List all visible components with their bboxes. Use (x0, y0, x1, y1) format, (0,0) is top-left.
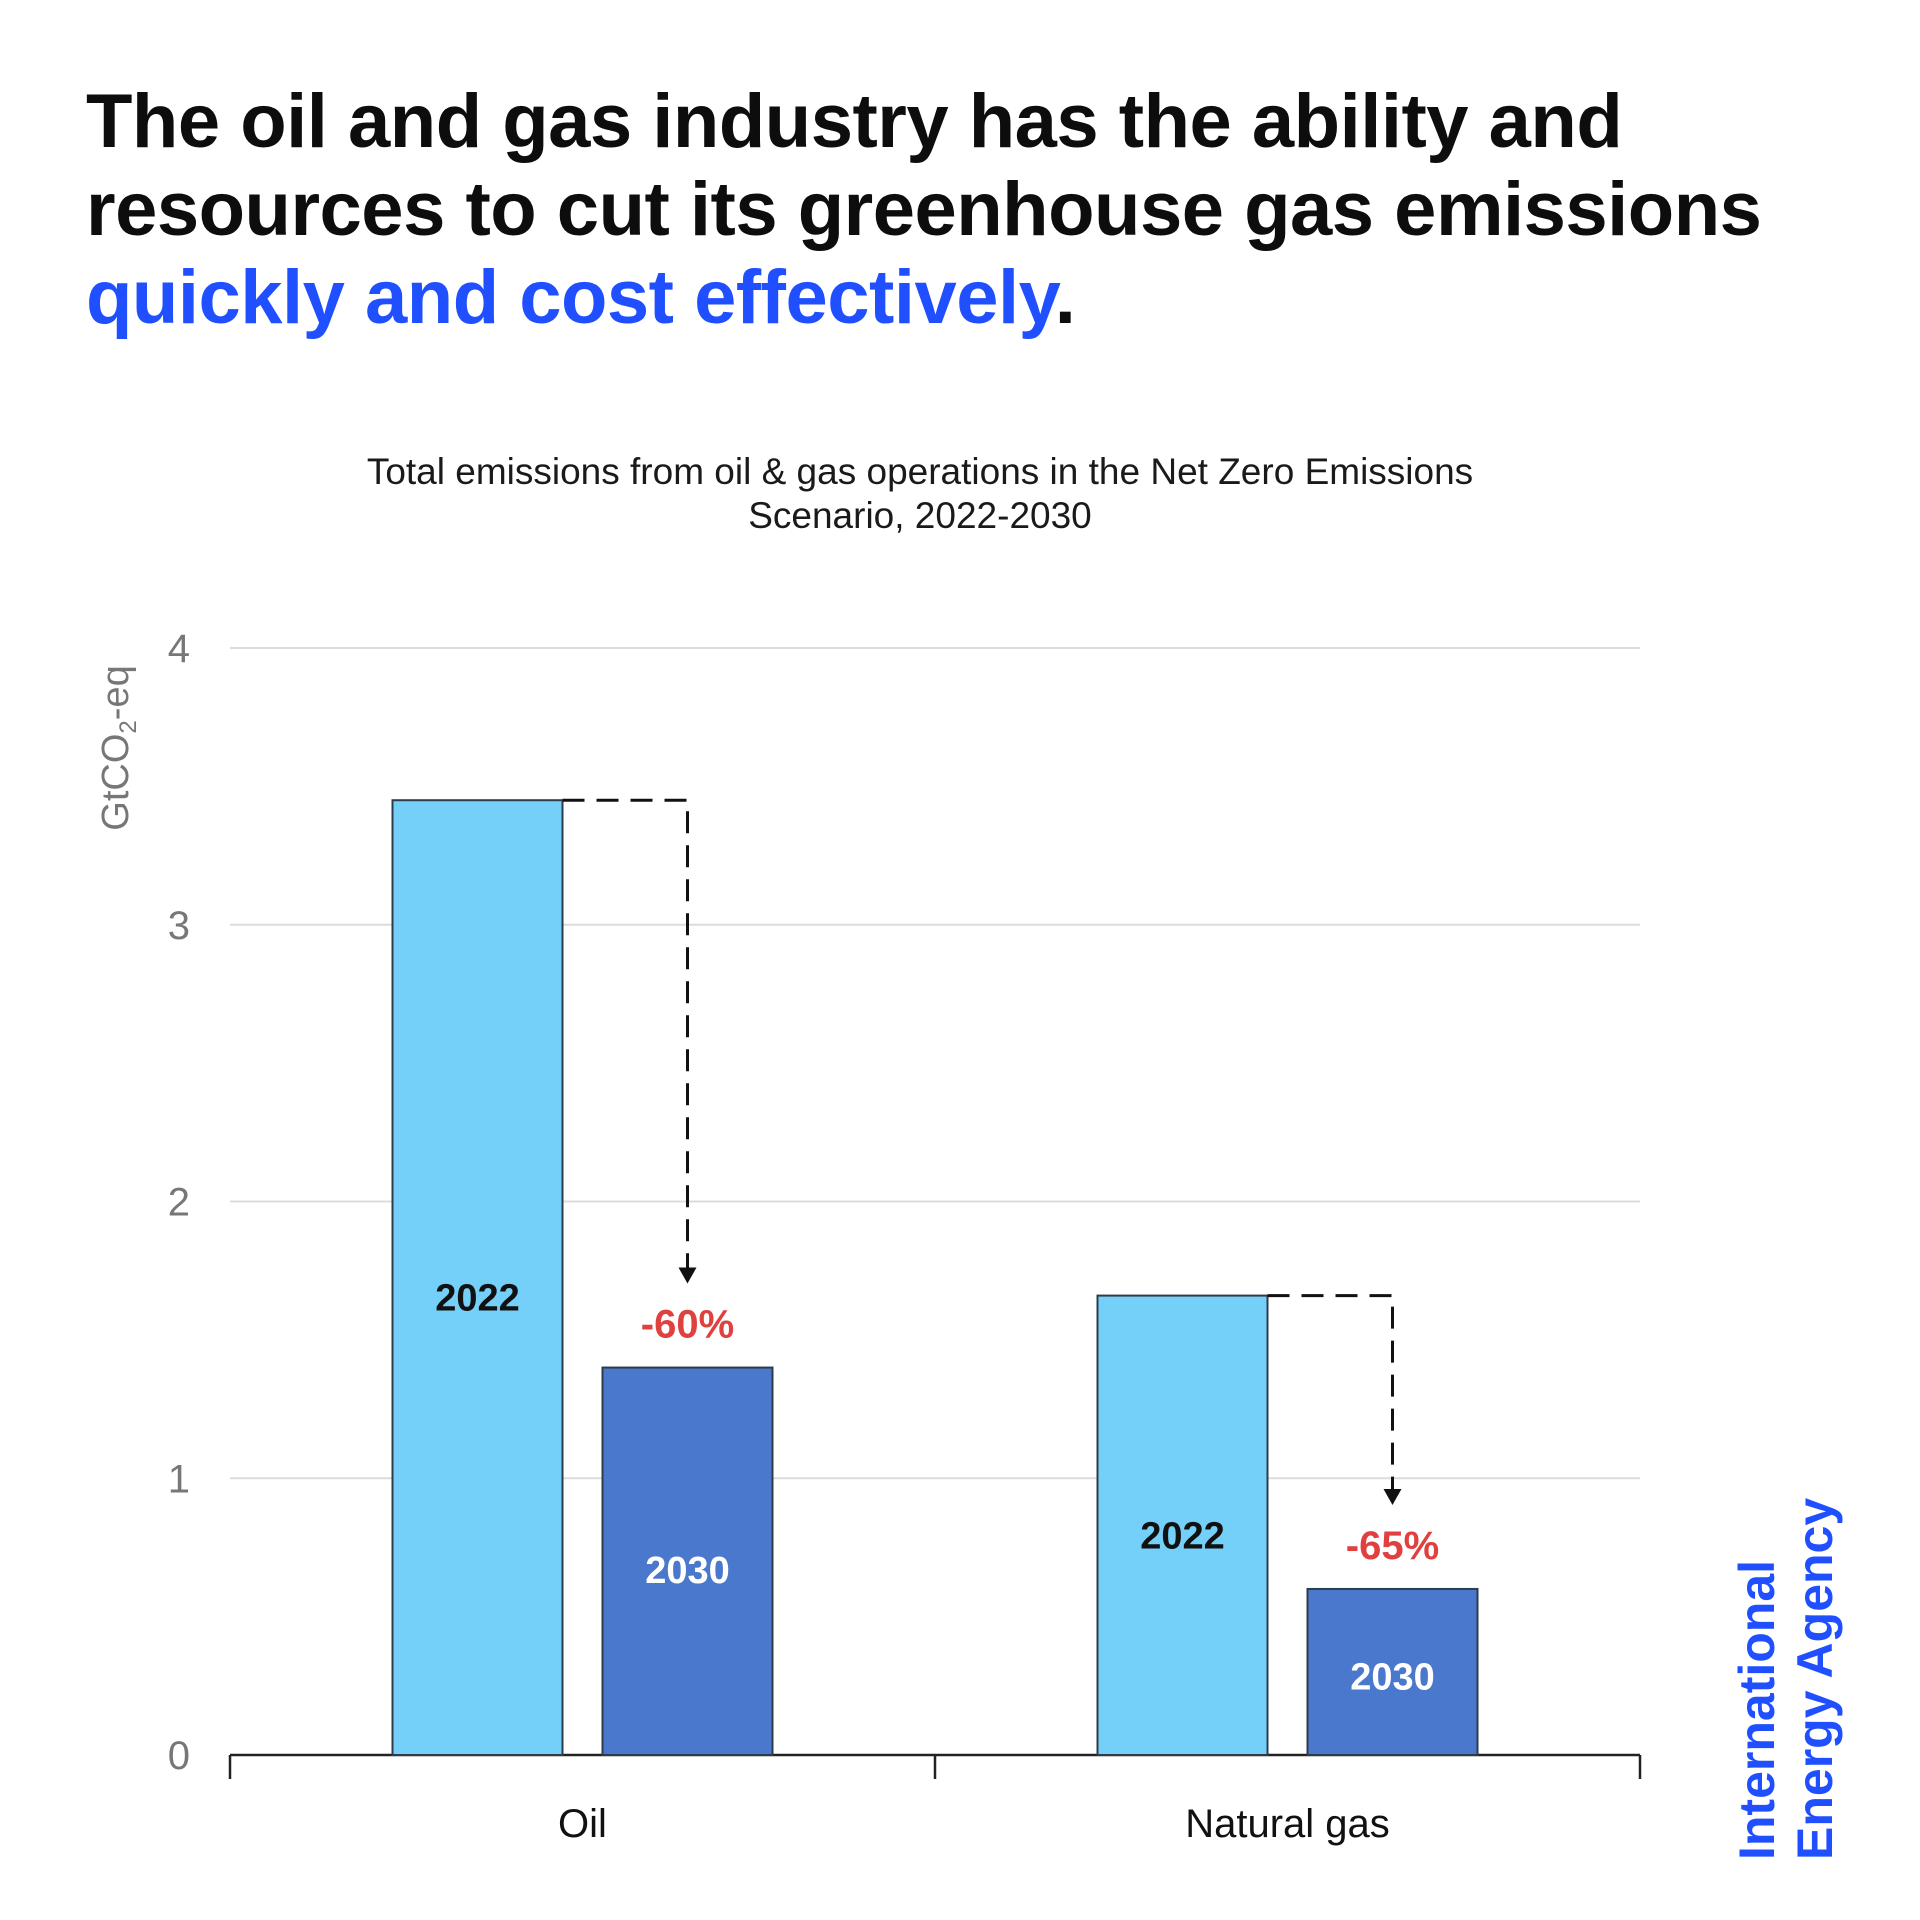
chart-title-line-1: Total emissions from oil & gas operation… (366, 451, 1474, 492)
y-tick-label: 2 (168, 1181, 190, 1225)
bar-label-2022: 2022 (435, 1278, 520, 1320)
chart-title: Total emissions from oil & gas operation… (200, 450, 1640, 538)
change-arrow-head (678, 1267, 697, 1284)
change-arrow-line (1267, 1294, 1394, 1491)
y-axis-label-suffix: -eq (95, 665, 137, 720)
logo-line-2: Energy Agency (1787, 1497, 1843, 1860)
y-tick-label: 0 (168, 1734, 190, 1778)
logo-line-1: International (1729, 1559, 1785, 1860)
iea-logo: International Energy Agency (1728, 1498, 1844, 1860)
bar-label-2022: 2022 (1140, 1515, 1225, 1557)
y-tick-label: 3 (168, 904, 190, 948)
headline-line-2: resources to cut its greenhouse gas emis… (86, 167, 1762, 252)
headline-line-1: The oil and gas industry has the ability… (86, 79, 1623, 164)
y-axis-label: GtCO2-eq (95, 665, 142, 830)
x-category-label: Natural gas (1185, 1802, 1390, 1846)
bar-2022 (391, 799, 564, 1756)
headline-line-3: quickly and cost effectively. (86, 254, 1846, 342)
bar-2022 (1096, 1294, 1269, 1756)
chart-title-line-2: Scenario, 2022-2030 (748, 495, 1092, 536)
change-arrow-head (1383, 1488, 1402, 1505)
bar-label-2030: 2030 (645, 1550, 730, 1592)
headline-period: . (1054, 255, 1076, 340)
headline: The oil and gas industry has the ability… (86, 78, 1846, 342)
headline-accent: quickly and cost effectively (86, 255, 1055, 340)
y-tick-label: 4 (168, 627, 190, 671)
y-axis-label-subscript: 2 (115, 720, 142, 733)
bar-label-2030: 2030 (1350, 1656, 1435, 1698)
x-category-label: Oil (558, 1802, 607, 1846)
change-arrow-line (562, 798, 689, 1270)
y-tick-label: 1 (168, 1457, 190, 1501)
bar-2030 (1306, 1587, 1479, 1756)
change-label: -65% (1346, 1524, 1439, 1568)
bar-2030 (601, 1366, 774, 1757)
y-axis-label-text: GtCO (95, 734, 137, 831)
change-label: -60% (641, 1303, 734, 1347)
